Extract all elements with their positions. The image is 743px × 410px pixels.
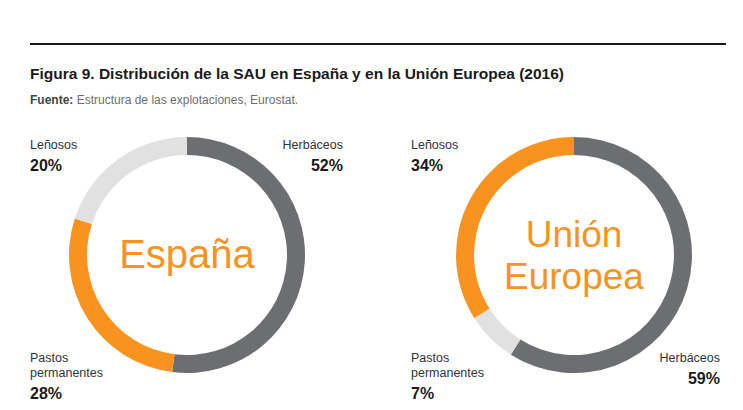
data-label: 59% [688, 370, 720, 387]
title: Figura 9. Distribución de la SAU en Espa… [30, 65, 564, 82]
donut [456, 137, 692, 373]
subtitle: Fuente: Estructura de las explotaciones,… [30, 93, 298, 107]
donut [69, 137, 305, 373]
subtitle-rest: Estructura de las explotaciones, Eurosta… [73, 93, 298, 107]
data-label: 20% [30, 157, 62, 174]
data-label: 28% [30, 385, 62, 402]
category-label-line: Herbáceos [660, 351, 720, 365]
center-title-line: Europea [504, 256, 644, 297]
category-label-line: Leñosos [30, 138, 77, 152]
category-label: Herbáceos [283, 138, 343, 152]
page: {"title": "Figura 9. Distribución de la … [0, 0, 743, 410]
category-label: Pastospermanentes [30, 351, 103, 380]
category-label-line: Pastos [30, 351, 68, 365]
center-title-line: Unión [526, 214, 623, 255]
center-title: UniónEuropea [504, 214, 644, 297]
category-label-line: permanentes [411, 366, 484, 380]
category-label-line: Herbáceos [283, 138, 343, 152]
category-label: Leñosos [411, 138, 458, 152]
category-label-line: permanentes [30, 366, 103, 380]
category-label: Herbáceos [660, 351, 720, 365]
slice [511, 137, 692, 373]
category-label-line: Pastos [411, 351, 449, 365]
slice [75, 137, 187, 224]
category-label-line: Leñosos [411, 138, 458, 152]
data-label: 52% [311, 157, 343, 174]
center-title: España [119, 232, 255, 276]
slice [474, 309, 520, 355]
top-rule [30, 43, 726, 45]
data-label: 34% [411, 157, 443, 174]
center-title-line: España [119, 232, 255, 276]
data-label: 7% [411, 385, 434, 402]
category-label: Leñosos [30, 138, 77, 152]
chart: Figura 9. Distribución de la SAU en Espa… [0, 0, 743, 410]
category-label: Pastospermanentes [411, 351, 484, 380]
subtitle-lead: Fuente: [30, 93, 73, 107]
